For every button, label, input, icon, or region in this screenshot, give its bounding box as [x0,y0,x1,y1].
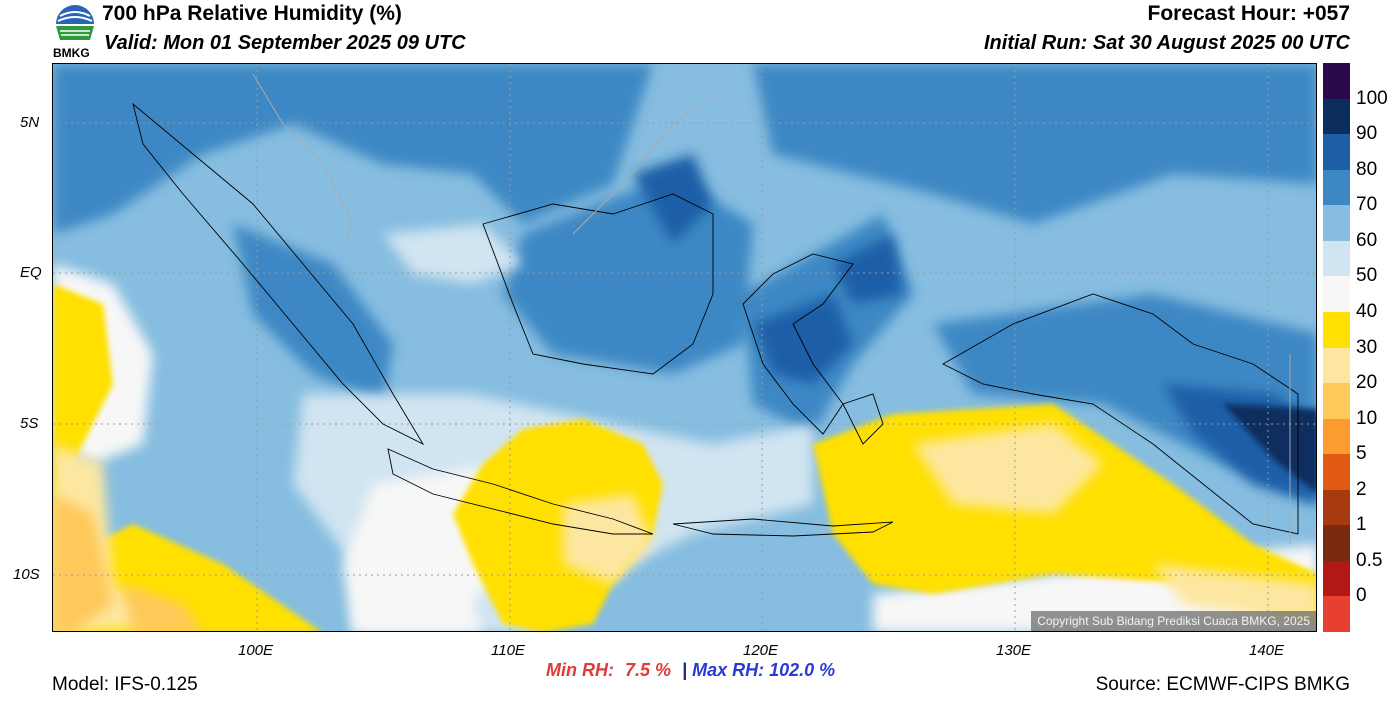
max-rh-label: Max RH: [692,660,765,680]
colorbar-label: 100 [1356,87,1388,109]
colorbar-segment [1323,98,1350,135]
source-label: Source: ECMWF-CIPS BMKG [1095,674,1350,695]
max-rh-value: 102.0 % [769,660,836,680]
colorbar-segment [1323,454,1350,490]
colorbar-label: 2 [1356,478,1367,500]
min-rh-value: 7.5 % [625,660,672,680]
lat-tick-10s: 10S [13,566,40,583]
colorbar-label: 10 [1356,407,1378,429]
colorbar-segment [1323,347,1350,384]
valid-time: Valid: Mon 01 September 2025 09 UTC [104,32,466,54]
colorbar-label: 80 [1356,158,1378,180]
colorbar-label: 90 [1356,123,1378,145]
colorbar-segment [1323,240,1350,277]
lon-tick-120e: 120E [743,642,779,659]
colorbar-segment [1323,525,1350,561]
colorbar-segment [1323,169,1350,206]
colorbar-segment [1323,489,1350,526]
colorbar-label: 50 [1356,265,1378,287]
lat-tick-eq: EQ [20,264,42,281]
chart-title: 700 hPa Relative Humidity (%) [102,2,402,25]
forecast-hour: Forecast Hour: +057 [1147,2,1351,25]
colorbar-segment [1323,134,1350,170]
lon-tick-110e: 110E [491,642,525,659]
humidity-map: Copyright Sub Bidang Prediksi Cuaca BMKG… [52,63,1317,632]
coastlines [132,102,1299,537]
borders [252,73,1291,544]
lon-tick-100e: 100E [238,642,274,659]
colorbar-segment [1323,311,1350,348]
colorbar-label: 0.5 [1356,549,1383,571]
logo-text: BMKG [53,46,90,60]
bmkg-logo-icon [56,5,94,40]
lat-tick-5s: 5S [20,415,39,432]
bmkg-logo: BMKG [52,2,98,60]
colorbar-label: 60 [1356,229,1378,251]
rh-stats: Min RH: 7.5 % | Max RH: 102.0 % [546,660,835,681]
model-label: Model: IFS-0.125 [52,674,198,695]
graticule [53,64,1316,631]
driest-regions [53,494,202,631]
colorbar-label: 30 [1356,336,1378,358]
colorbar-label: 70 [1356,194,1378,216]
colorbar-label: 5 [1356,443,1367,465]
colorbar-label: 1 [1356,514,1367,536]
colorbar-label: 20 [1356,372,1378,394]
colorbar-segment [1323,276,1350,312]
lon-tick-130e: 130E [996,642,1032,659]
colorbar-segment [1323,596,1350,632]
colorbar-segment [1323,418,1350,455]
initial-run: Initial Run: Sat 30 August 2025 00 UTC [983,32,1350,54]
colorbar [1323,63,1350,632]
colorbar-segment [1323,205,1350,241]
humidity-field [53,64,1316,631]
colorbar-label: 0 [1356,585,1367,607]
colorbar-label: 40 [1356,300,1378,322]
stats-separator: | [682,660,688,680]
lon-tick-140e: 140E [1249,642,1285,659]
colorbar-segment [1323,383,1350,419]
copyright-notice: Copyright Sub Bidang Prediksi Cuaca BMKG… [1031,611,1316,631]
lat-tick-5n: 5N [20,114,40,131]
colorbar-segment [1323,560,1350,597]
min-rh-label: Min RH: [546,660,614,680]
colorbar-segment [1323,63,1350,99]
saturated-region [1223,404,1316,493]
